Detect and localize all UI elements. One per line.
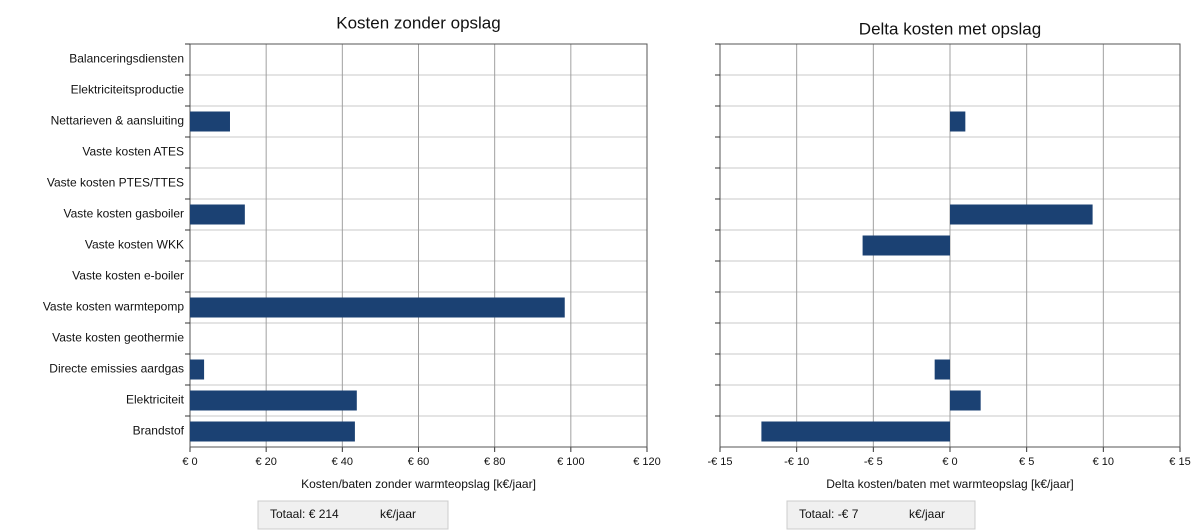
y-tick-label: Elektriciteit — [126, 393, 185, 407]
x-axis-label: Delta kosten/baten met warmteopslag [k€/… — [826, 477, 1073, 491]
x-tick-label: € 10 — [1093, 456, 1114, 468]
x-tick-label: € 40 — [332, 456, 353, 468]
total-unit: k€/jaar — [380, 507, 416, 521]
plot-frame — [189, 43, 648, 448]
x-tick-label: € 15 — [1169, 456, 1190, 468]
x-tick-label: € 120 — [633, 456, 661, 468]
bar — [950, 111, 966, 132]
bar — [934, 359, 950, 380]
chart-title: Delta kosten met opslag — [859, 19, 1041, 38]
y-tick-label: Vaste kosten WKK — [85, 238, 184, 252]
total-text: Totaal: € 214 — [270, 507, 339, 521]
x-tick-label: € 20 — [255, 456, 276, 468]
bar — [761, 421, 950, 442]
y-tick-label: Directe emissies aardgas — [49, 362, 184, 376]
plot-frame — [719, 43, 1181, 448]
y-tick-label: Elektriciteitsproductie — [71, 83, 185, 97]
bar — [190, 297, 565, 318]
bar — [190, 390, 357, 411]
x-tick-label: € 5 — [1019, 456, 1034, 468]
x-tick-label: € 100 — [557, 456, 585, 468]
total-box — [786, 500, 976, 530]
y-tick-label: Vaste kosten e-boiler — [72, 269, 184, 283]
y-tick-label: Brandstof — [133, 424, 185, 438]
x-axis-label: Kosten/baten zonder warmteopslag [k€/jaa… — [301, 477, 536, 491]
y-tick-label: Balanceringsdiensten — [69, 52, 184, 66]
y-tick-label: Nettarieven & aansluiting — [51, 114, 184, 128]
bar — [862, 235, 950, 256]
bar — [950, 204, 1093, 225]
y-tick-label: Vaste kosten geothermie — [52, 331, 184, 345]
y-tick-label: Vaste kosten gasboiler — [63, 207, 184, 221]
y-tick-label: Vaste kosten PTES/TTES — [47, 176, 184, 190]
bar — [190, 421, 355, 442]
bar — [950, 390, 981, 411]
total-unit: k€/jaar — [909, 507, 945, 521]
bar — [190, 111, 230, 132]
bar — [190, 204, 245, 225]
x-tick-label: € 0 — [182, 456, 197, 468]
total-text: Totaal: -€ 7 — [799, 507, 859, 521]
x-tick-label: € 0 — [942, 456, 957, 468]
bar — [190, 359, 205, 380]
x-tick-label: € 60 — [408, 456, 429, 468]
x-tick-label: -€ 15 — [707, 456, 732, 468]
y-tick-label: Vaste kosten warmtepomp — [43, 300, 185, 314]
x-tick-label: € 80 — [484, 456, 505, 468]
x-tick-label: -€ 5 — [864, 456, 883, 468]
x-tick-label: -€ 10 — [784, 456, 809, 468]
total-box — [257, 500, 449, 530]
y-tick-label: Vaste kosten ATES — [82, 145, 184, 159]
chart-title: Kosten zonder opslag — [336, 13, 500, 32]
